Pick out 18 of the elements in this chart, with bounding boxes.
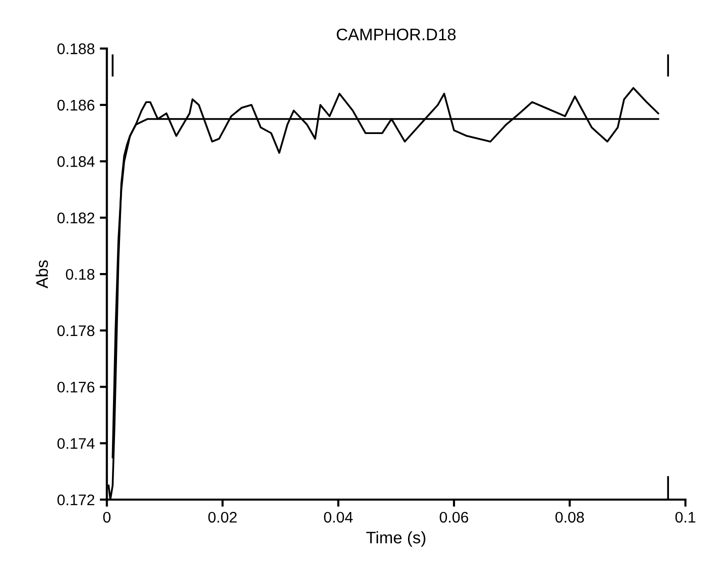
x-tick-label: 0.02	[208, 512, 237, 523]
y-tick-label: 0.186	[57, 100, 94, 111]
x-tick-label: 0	[103, 512, 111, 523]
y-tick-label: 0.176	[57, 382, 94, 393]
y-tick-label: 0.178	[57, 325, 94, 336]
y-tick-label: 0.182	[57, 212, 94, 224]
y-tick-label: 0.172	[57, 494, 94, 506]
x-tick-label: 0.08	[555, 512, 584, 523]
y-tick-label: 0.18	[66, 268, 94, 280]
y-tick-label: 0.174	[57, 438, 95, 449]
x-tick-label: 0.06	[440, 512, 468, 523]
chart-title: CAMPHOR.D18	[336, 28, 456, 40]
x-tick-label: 0.1	[675, 512, 696, 523]
y-axis-title: Abs	[36, 260, 48, 288]
x-tick-label: 0.04	[324, 512, 353, 523]
y-tick-label: 0.184	[57, 156, 95, 167]
y-tick-label: 0.188	[57, 43, 94, 54]
x-axis-title: Time (s)	[366, 531, 426, 547]
